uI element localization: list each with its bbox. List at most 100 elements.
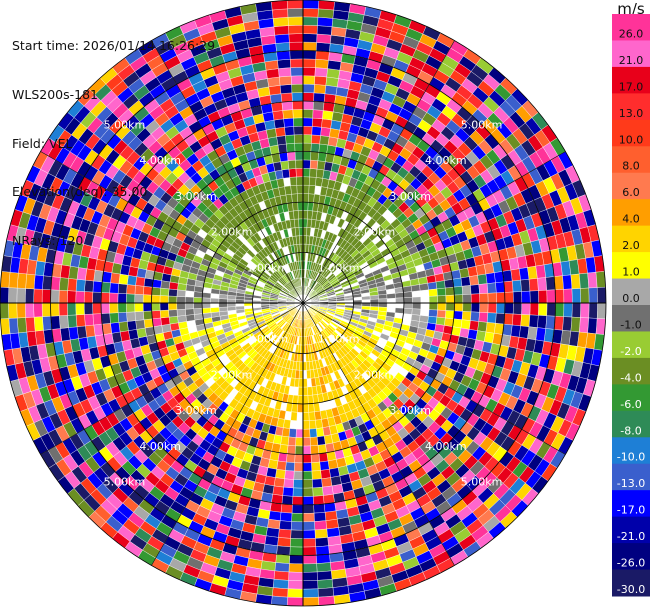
velocity-gate [302, 563, 318, 573]
velocity-gate [478, 283, 489, 294]
velocity-gate [302, 83, 315, 94]
range-ring-label: 4.00km [425, 440, 467, 453]
velocity-gate [152, 317, 162, 327]
velocity-gate [428, 302, 438, 311]
velocity-gate [292, 100, 304, 110]
velocity-gate [283, 228, 290, 239]
velocity-gate [512, 302, 523, 315]
velocity-gate [309, 159, 319, 170]
velocity-gate [302, 571, 318, 581]
velocity-gate [428, 295, 438, 304]
velocity-gate [218, 298, 228, 304]
velocity-gate [285, 461, 295, 472]
colorbar-bin [612, 490, 650, 518]
velocity-gate [317, 152, 327, 162]
velocity-gate [297, 210, 304, 220]
range-ring-label: 2.00km [211, 226, 253, 239]
velocity-gate [308, 176, 317, 187]
velocity-gate [546, 289, 556, 304]
colorbar-bin [612, 199, 650, 227]
velocity-gate [322, 110, 334, 121]
range-ring-label: 5.00km [461, 118, 503, 131]
velocity-gate [282, 109, 294, 120]
velocity-gate [312, 101, 325, 111]
velocity-gate [302, 227, 308, 236]
velocity-gate [403, 302, 413, 309]
velocity-gate [562, 316, 573, 332]
colorbar-tick-label: 8.0 [622, 160, 640, 173]
velocity-gate [235, 305, 245, 311]
velocity-gate [445, 302, 455, 312]
velocity-gate [444, 317, 454, 327]
velocity-gate [520, 314, 531, 327]
velocity-gate [33, 302, 43, 318]
velocity-gate [151, 310, 161, 320]
velocity-gate [17, 317, 27, 334]
velocity-gate [554, 289, 565, 304]
velocity-gate [529, 302, 539, 316]
colorbar-tick-label: -10.0 [617, 451, 645, 464]
velocity-gate [302, 117, 313, 127]
velocity-gate [193, 297, 203, 304]
velocity-gate [117, 283, 128, 294]
velocity-gate [570, 273, 581, 290]
velocity-gate [236, 315, 247, 321]
velocity-gate [528, 314, 539, 328]
colorbar-bin [612, 14, 650, 41]
velocity-gate [316, 562, 332, 573]
velocity-gate [316, 33, 332, 44]
velocity-gate [302, 538, 316, 548]
velocity-gate [326, 68, 341, 79]
velocity-gate [117, 312, 128, 323]
velocity-gate [412, 296, 422, 304]
velocity-gate [288, 25, 304, 35]
velocity-gate [453, 286, 463, 296]
velocity-gate [317, 444, 327, 454]
velocity-gate [143, 310, 153, 320]
velocity-gate [142, 302, 152, 312]
velocity-gate [311, 126, 322, 136]
velocity-gate [315, 419, 323, 429]
velocity-gate [580, 287, 590, 304]
velocity-gate [25, 273, 36, 290]
velocity-gate [67, 314, 78, 328]
velocity-gate [314, 528, 328, 539]
velocity-gate [279, 84, 293, 94]
velocity-gate [271, 595, 288, 606]
velocity-gate [302, 546, 317, 556]
velocity-gate [563, 302, 573, 318]
velocity-gate [210, 297, 220, 304]
colorbar-tick-label: 0.0 [622, 292, 640, 305]
velocity-gate [302, 521, 316, 531]
velocity-gate [201, 292, 212, 299]
velocity-gate [510, 268, 521, 282]
velocity-gate [312, 486, 324, 497]
velocity-gate [302, 504, 315, 514]
velocity-gate [277, 452, 288, 463]
velocity-gate [452, 318, 463, 329]
colorbar-bin [612, 93, 650, 121]
velocity-gate [302, 50, 317, 60]
velocity-gate [281, 101, 294, 111]
velocity-gate [527, 265, 538, 280]
velocity-gate [302, 41, 317, 52]
velocity-gate [298, 378, 304, 388]
velocity-gate [152, 279, 162, 289]
velocity-gate [279, 512, 293, 522]
velocity-gate [227, 302, 236, 308]
velocity-gate [41, 289, 52, 304]
velocity-gate [281, 375, 288, 386]
velocity-gate [290, 58, 304, 68]
velocity-gate [279, 520, 292, 531]
velocity-gate [284, 126, 295, 136]
velocity-gate [100, 302, 110, 314]
velocity-gate [314, 520, 327, 531]
velocity-gate [486, 312, 497, 324]
velocity-gate [495, 312, 505, 325]
velocity-gate [571, 288, 581, 304]
colorbar-bin [612, 66, 650, 94]
velocity-gate [294, 151, 304, 161]
velocity-gate [283, 117, 294, 128]
colorbar-bin [612, 119, 650, 147]
velocity-gate [286, 151, 296, 161]
